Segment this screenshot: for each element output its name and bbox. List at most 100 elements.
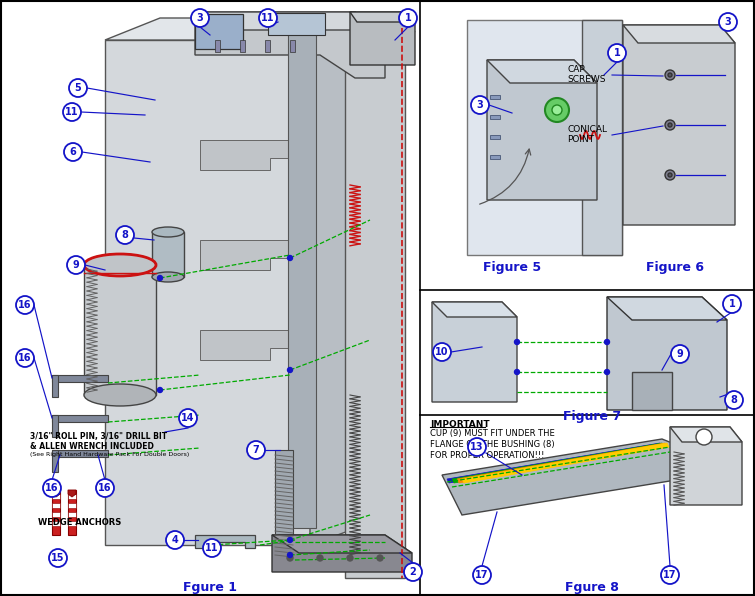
- Text: 3: 3: [725, 17, 732, 27]
- Text: 3: 3: [476, 100, 483, 110]
- Text: & ALLEN WRENCH INCLUDED: & ALLEN WRENCH INCLUDED: [30, 442, 154, 451]
- Ellipse shape: [152, 272, 184, 282]
- Bar: [52, 521, 60, 526]
- Bar: [290, 40, 295, 52]
- Circle shape: [605, 370, 609, 374]
- Circle shape: [404, 563, 422, 581]
- Text: 8: 8: [122, 230, 128, 240]
- Text: CUP (9) MUST FIT UNDER THE: CUP (9) MUST FIT UNDER THE: [430, 429, 555, 438]
- Text: 4: 4: [171, 535, 178, 545]
- Polygon shape: [200, 240, 310, 270]
- Ellipse shape: [152, 227, 184, 237]
- Circle shape: [696, 429, 712, 445]
- Bar: [275, 450, 293, 560]
- Circle shape: [605, 340, 609, 344]
- Text: 6: 6: [69, 147, 76, 157]
- Bar: [52, 494, 60, 499]
- Circle shape: [63, 103, 81, 121]
- Circle shape: [247, 441, 265, 459]
- Bar: [68, 512, 76, 517]
- Bar: [490, 115, 500, 119]
- Text: 1: 1: [614, 48, 621, 58]
- Polygon shape: [623, 25, 735, 43]
- Circle shape: [96, 479, 114, 497]
- Bar: [265, 40, 270, 52]
- Ellipse shape: [665, 170, 675, 180]
- Polygon shape: [272, 535, 412, 572]
- Text: WEDGE ANCHORS: WEDGE ANCHORS: [38, 518, 122, 527]
- Polygon shape: [623, 25, 735, 225]
- Text: 11: 11: [261, 13, 275, 23]
- Polygon shape: [195, 12, 385, 78]
- Circle shape: [399, 9, 417, 27]
- Bar: [84, 265, 156, 395]
- Bar: [52, 503, 60, 508]
- Text: Figure 7: Figure 7: [563, 410, 621, 423]
- Polygon shape: [452, 443, 664, 483]
- Polygon shape: [607, 297, 727, 410]
- Circle shape: [288, 256, 292, 260]
- Circle shape: [377, 555, 383, 561]
- Circle shape: [179, 409, 197, 427]
- Ellipse shape: [552, 105, 562, 115]
- Bar: [52, 512, 60, 517]
- Polygon shape: [432, 302, 517, 402]
- Polygon shape: [447, 443, 662, 483]
- Circle shape: [64, 143, 82, 161]
- Polygon shape: [462, 443, 669, 483]
- Polygon shape: [345, 22, 415, 32]
- Polygon shape: [68, 490, 76, 497]
- Text: 8: 8: [731, 395, 738, 405]
- Circle shape: [725, 391, 743, 409]
- Text: 16: 16: [18, 300, 32, 310]
- Polygon shape: [310, 18, 365, 545]
- Circle shape: [514, 370, 519, 374]
- Polygon shape: [432, 302, 517, 317]
- Polygon shape: [105, 40, 310, 545]
- Circle shape: [471, 96, 489, 114]
- Circle shape: [16, 349, 34, 367]
- Circle shape: [69, 79, 87, 97]
- Text: IMPORTANT: IMPORTANT: [430, 420, 490, 429]
- Ellipse shape: [668, 123, 672, 127]
- Polygon shape: [52, 490, 60, 497]
- Ellipse shape: [665, 120, 675, 130]
- Bar: [240, 40, 245, 52]
- Text: 13: 13: [470, 442, 484, 452]
- Circle shape: [116, 226, 134, 244]
- Circle shape: [49, 549, 67, 567]
- Bar: [288, 28, 316, 528]
- Circle shape: [671, 345, 689, 363]
- Circle shape: [203, 539, 221, 557]
- Bar: [152, 232, 184, 277]
- Circle shape: [723, 295, 741, 313]
- Polygon shape: [52, 375, 108, 382]
- Text: 15: 15: [51, 553, 65, 563]
- Bar: [68, 521, 76, 526]
- Polygon shape: [200, 330, 310, 360]
- Bar: [68, 490, 76, 535]
- Circle shape: [661, 566, 679, 584]
- Circle shape: [608, 44, 626, 62]
- Text: 9: 9: [72, 260, 79, 270]
- Circle shape: [347, 555, 353, 561]
- Circle shape: [158, 275, 162, 281]
- Text: Figure 5: Figure 5: [483, 260, 541, 274]
- Text: CONICAL: CONICAL: [567, 126, 607, 135]
- Ellipse shape: [668, 73, 672, 77]
- Circle shape: [16, 296, 34, 314]
- Text: 3: 3: [196, 13, 203, 23]
- Polygon shape: [52, 450, 108, 457]
- Text: 11: 11: [205, 543, 219, 553]
- Text: 2: 2: [410, 567, 416, 577]
- Polygon shape: [582, 20, 622, 255]
- Bar: [68, 494, 76, 499]
- Text: 7: 7: [253, 445, 260, 455]
- Text: Fgure 8: Fgure 8: [565, 581, 619, 594]
- Circle shape: [166, 531, 184, 549]
- Polygon shape: [607, 297, 727, 320]
- Text: 10: 10: [435, 347, 448, 357]
- Text: CAP: CAP: [567, 66, 585, 74]
- Text: Figure 6: Figure 6: [646, 260, 704, 274]
- Polygon shape: [350, 12, 415, 65]
